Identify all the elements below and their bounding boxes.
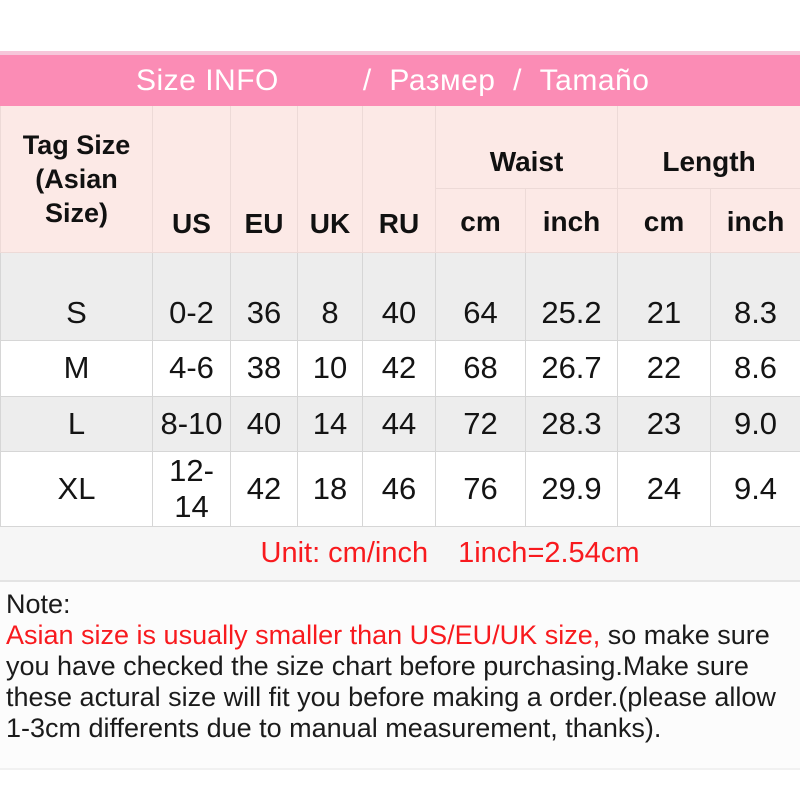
cell-size: XL [0,450,153,527]
cell-size: M [0,339,153,397]
cell-length-inch: 9.4 [710,450,800,527]
cell-ru: 44 [362,395,436,452]
title-size-info: Size INFO [136,63,279,97]
column-header-us: US [152,106,231,253]
cell-waist-cm: 72 [435,395,526,452]
size-table: Tag Size (Asian Size) US EU UK RU Waist … [0,106,800,527]
unit-label: Unit: cm/inch [260,536,429,569]
cell-eu: 38 [230,339,298,397]
cell-size: L [0,395,153,452]
note-line-2: you have checked the size chart before p… [6,650,749,681]
table-header-row-1: Tag Size (Asian Size) US EU UK RU Waist … [0,106,800,253]
table-row-size-l: L 8-10 40 14 44 72 28.3 23 9.0 [0,395,800,452]
subheader-waist-cm: cm [435,188,526,253]
cell-us: 8-10 [152,395,231,452]
cell-us: 0-2 [152,251,231,341]
cell-length-inch: 8.3 [710,251,800,341]
tag-size-line-2: (Asian [35,163,118,194]
tag-size-header: Tag Size (Asian Size) [0,106,153,253]
tag-size-line-3: Size) [44,197,109,228]
table-row-size-s: S 0-2 36 8 40 64 25.2 21 8.3 [0,251,800,341]
table-row-size-xl: XL 12-14 42 18 46 76 29.9 24 9.4 [0,450,800,527]
note-section: Note: Asian size is usually smaller than… [0,581,800,770]
cell-length-inch: 9.0 [710,395,800,452]
column-header-uk: UK [297,106,363,253]
cell-waist-cm: 68 [435,339,526,397]
top-spacer [0,0,800,51]
cell-waist-inch: 26.7 [524,339,619,397]
note-line-1-rest: so make sure [600,619,770,650]
cell-uk: 8 [297,251,363,341]
note-line-4: 1-3cm differents due to manual measureme… [6,712,662,743]
note-line-3: these actural size will fit you before m… [6,681,776,712]
title-bar: Size INFO / Размер / Tamaño [0,51,800,106]
cell-us: 4-6 [152,339,231,397]
cell-length-cm: 21 [617,251,712,341]
column-header-ru: RU [362,106,436,253]
note-heading: Note: [6,588,71,619]
column-group-length: Length [617,106,800,189]
cell-eu: 42 [230,450,298,527]
table-row-size-m: M 4-6 38 10 42 68 26.7 22 8.6 [0,339,800,397]
cell-length-cm: 22 [617,339,712,397]
cell-waist-inch: 25.2 [524,251,619,341]
cell-us: 12-14 [152,450,231,527]
subheader-length-cm: cm [617,188,712,253]
unit-conversion: 1inch=2.54cm [458,536,640,569]
cell-length-cm: 24 [617,450,712,527]
unit-info-band: Unit: cm/inch 1inch=2.54cm [0,526,800,582]
cell-ru: 46 [362,450,436,527]
cell-length-inch: 8.6 [710,339,800,397]
cell-waist-cm: 76 [435,450,526,527]
cell-ru: 40 [362,251,436,341]
cell-waist-cm: 64 [435,251,526,341]
tag-size-line-1: Tag Size [22,129,131,160]
cell-waist-inch: 29.9 [524,450,619,527]
cell-uk: 14 [297,395,363,452]
subheader-length-inch: inch [710,188,800,253]
cell-length-cm: 23 [617,395,712,452]
column-header-eu: EU [230,106,298,253]
cell-waist-inch: 28.3 [524,395,619,452]
cell-size: S [0,251,153,341]
title-translations: / Размер / Tamaño [362,63,650,97]
cell-uk: 10 [297,339,363,397]
subheader-waist-inch: inch [524,188,619,253]
cell-eu: 36 [230,251,298,341]
cell-eu: 40 [230,395,298,452]
column-group-waist: Waist [434,106,619,189]
cell-uk: 18 [297,450,363,527]
cell-ru: 42 [362,339,436,397]
note-line-1: Asian size is usually smaller than US/EU… [6,620,790,651]
table-header-row-2: cm inch cm inch [1,188,800,253]
note-red-warning: Asian size is usually smaller than US/EU… [6,619,601,650]
